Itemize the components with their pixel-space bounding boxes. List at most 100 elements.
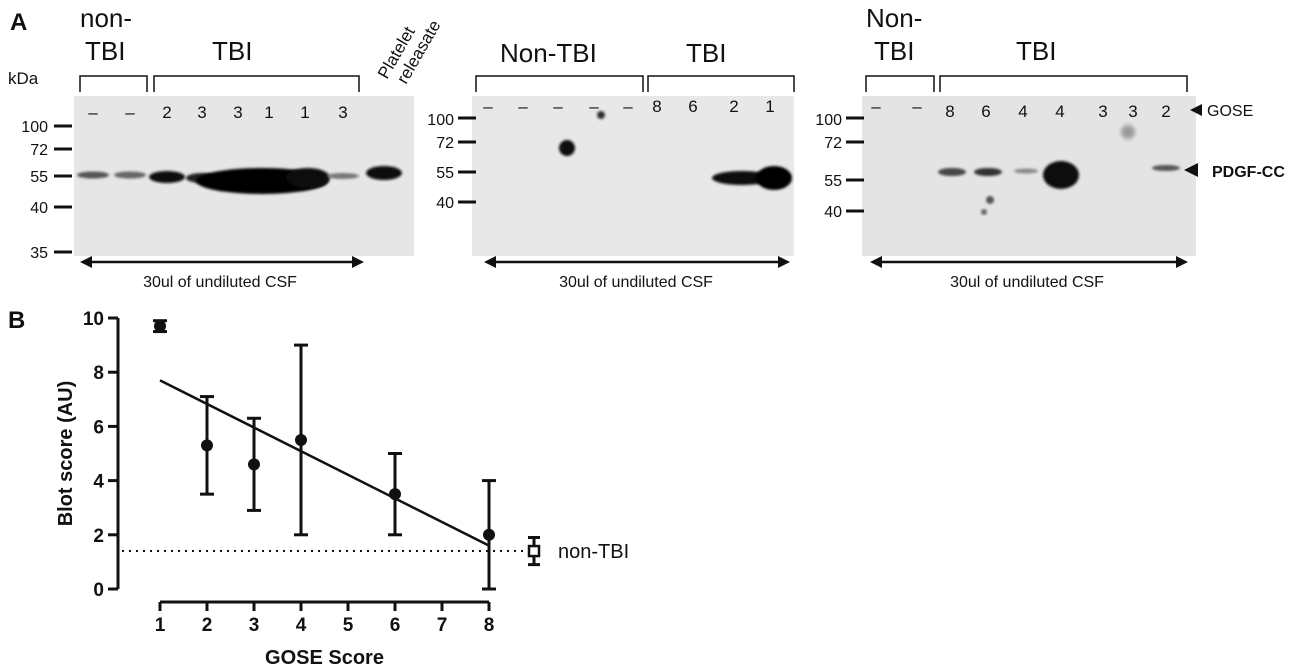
blot1-marker-55: 55 <box>30 169 48 186</box>
data-point <box>154 320 166 333</box>
blot1-nontbi-label-1: non- <box>80 3 132 33</box>
blot3-lane-6: 4 <box>1055 102 1064 121</box>
blot3-lane-7: 3 <box>1098 102 1107 121</box>
x-tick-label: 3 <box>249 615 260 636</box>
kda-label: kDa <box>8 69 39 88</box>
blot1-marker-40: 40 <box>30 200 48 217</box>
blot1-lane-7: 1 <box>300 103 309 122</box>
blot1-lane-8: 3 <box>338 103 347 122</box>
blot3-marker-100: 100 <box>815 112 842 129</box>
non-tbi-marker-group <box>527 536 541 567</box>
non-tbi-square-marker <box>527 544 541 558</box>
blot2-marker-40: 40 <box>436 195 454 212</box>
gose-arrow-icon <box>1190 104 1202 116</box>
pdgf-arrow-icon <box>1184 163 1198 177</box>
blot-2: Non-TBI TBI 100 72 55 40 – – – – – 8 6 2… <box>427 38 795 291</box>
data-point <box>483 528 495 541</box>
pdgf-cc-label: PDGF-CC <box>1212 164 1285 181</box>
blot1-marker-ticks <box>54 124 72 254</box>
blot2-lane-2: – <box>518 97 528 116</box>
data-point <box>248 458 260 471</box>
blot3-lane-9: 2 <box>1161 102 1170 121</box>
blot3-marker-72: 72 <box>824 135 842 152</box>
blot3-lane-2: – <box>912 97 922 116</box>
blot1-lane-2: – <box>125 103 135 122</box>
blot2-marker-ticks <box>458 116 476 204</box>
y-tick-label: 4 <box>93 472 104 493</box>
x-tick-label: 7 <box>437 615 448 636</box>
x-tick-label: 4 <box>296 615 307 636</box>
blot2-lane-6: 8 <box>652 97 661 116</box>
blot2-lane-7: 6 <box>688 97 697 116</box>
blot2-caption-arrow <box>484 256 790 268</box>
blot3-lane-5: 4 <box>1018 102 1027 121</box>
blot3-lane-3: 8 <box>945 102 954 121</box>
blot2-bracket-nontbi <box>475 75 644 92</box>
blot2-marker-55: 55 <box>436 165 454 182</box>
blot2-tbi-label: TBI <box>686 38 726 68</box>
y-tick-label: 0 <box>93 580 104 601</box>
data-point <box>295 433 307 446</box>
x-tick-label: 2 <box>202 615 213 636</box>
error-bars <box>153 319 496 591</box>
y-tick-label: 10 <box>83 309 104 330</box>
blot1-caption: 30ul of undiluted CSF <box>143 274 297 291</box>
data-points <box>154 320 495 541</box>
fit-line-group <box>159 379 490 547</box>
blot3-bracket-nontbi <box>865 75 935 92</box>
blot3-membrane <box>862 96 1196 256</box>
blot3-caption: 30ul of undiluted CSF <box>950 274 1104 291</box>
blot3-nontbi-label-2: TBI <box>874 36 914 66</box>
blot2-marker-72: 72 <box>436 135 454 152</box>
y-axis-title: Blot score (AU) <box>55 381 77 527</box>
blot1-lane-3: 2 <box>162 103 171 122</box>
blot1-lane-4: 3 <box>197 103 206 122</box>
x-axis-title: GOSE Score <box>265 647 384 669</box>
blot2-lane-3: – <box>553 97 563 116</box>
blot1-tbi-label: TBI <box>212 36 252 66</box>
blot3-lane-4: 6 <box>981 102 990 121</box>
blot2-bracket-tbi <box>647 75 795 92</box>
blot1-marker-72: 72 <box>30 142 48 159</box>
blot3-marker-ticks <box>846 116 864 213</box>
blot1-lane-5: 3 <box>233 103 242 122</box>
y-tick-label: 8 <box>93 363 104 384</box>
blot3-nontbi-label-1: Non- <box>866 3 922 33</box>
regression-fit-line <box>159 379 490 547</box>
blot-1: non- TBI TBI Platelet releasate 100 72 5… <box>21 3 444 291</box>
blot2-caption: 30ul of undiluted CSF <box>559 274 713 291</box>
x-tick-label: 5 <box>343 615 354 636</box>
blot2-lane-9: 1 <box>765 97 774 116</box>
blot1-marker-100: 100 <box>21 119 48 136</box>
blot2-bands <box>559 111 792 190</box>
blot1-bracket-nontbi <box>79 75 148 92</box>
blot1-caption-arrow <box>80 256 364 268</box>
x-tick-label: 6 <box>390 615 401 636</box>
blot1-bracket-tbi <box>153 75 360 92</box>
blot3-marker-40: 40 <box>824 204 842 221</box>
blot3-marker-55: 55 <box>824 173 842 190</box>
blot2-marker-100: 100 <box>427 112 454 129</box>
gose-label: GOSE <box>1207 103 1253 120</box>
blot3-bracket-tbi <box>939 75 1188 92</box>
x-tick-label: 8 <box>484 615 495 636</box>
blot1-lane-6: 1 <box>264 103 273 122</box>
blot1-nontbi-label-2: TBI <box>85 36 125 66</box>
blot2-lane-4: – <box>589 97 599 116</box>
blot3-caption-arrow <box>870 256 1188 268</box>
blot-3: Non- TBI TBI 100 72 55 40 – – 8 6 4 4 3 … <box>815 3 1285 291</box>
blot2-lane-8: 2 <box>729 97 738 116</box>
non-tbi-label: non-TBI <box>558 541 629 563</box>
panel-a-label: A <box>10 9 27 36</box>
x-tick-label: 1 <box>155 615 166 636</box>
data-point <box>201 439 213 452</box>
blot1-bands <box>77 166 402 194</box>
blot3-lane-8: 3 <box>1128 102 1137 121</box>
blot2-nontbi-label: Non-TBI <box>500 38 597 68</box>
y-tick-label: 6 <box>93 417 104 438</box>
blot3-tbi-label: TBI <box>1016 36 1056 66</box>
blot2-lane-5: – <box>623 97 633 116</box>
blot1-marker-35: 35 <box>30 245 48 262</box>
